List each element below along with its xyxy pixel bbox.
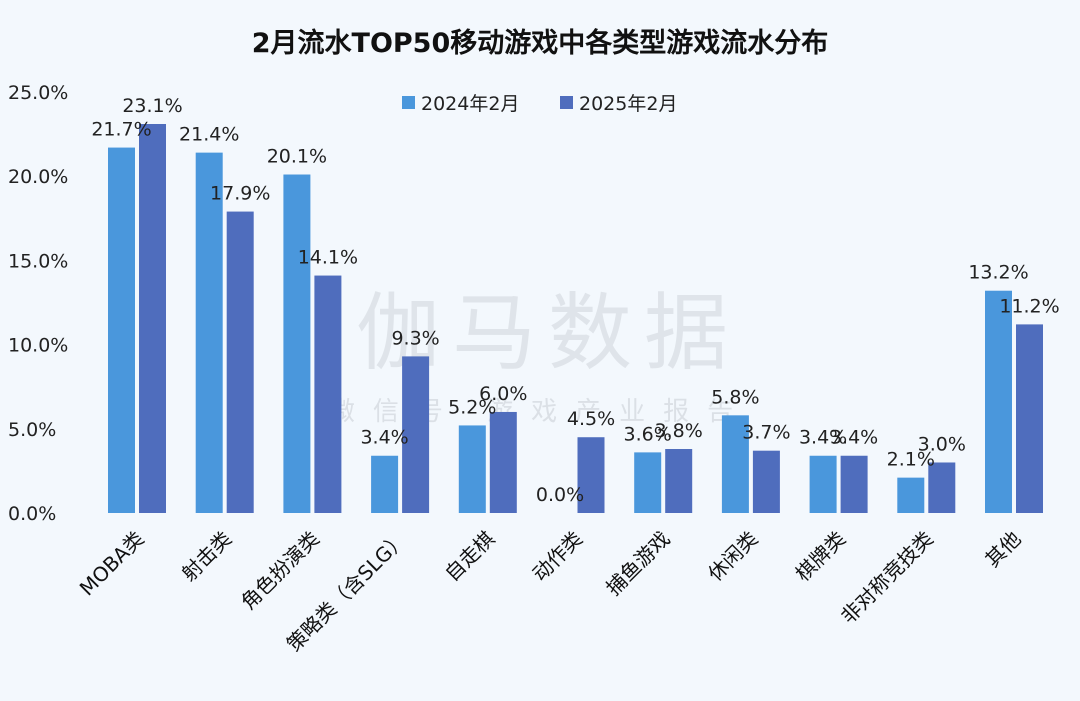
data-label-2025: 4.5% [567,408,615,430]
data-label-2025: 17.9% [210,183,270,205]
y-tick-label: 25.0% [8,82,68,104]
bar-2025 [226,211,254,513]
bars [108,123,1043,514]
legend: 2024年2月 2025年2月 [402,93,677,115]
bar-2025 [1016,324,1043,513]
bar-2024 [634,452,662,513]
watermark: 伽马数据 微信号 游戏产业报告 [329,284,751,427]
x-tick-label: 捕鱼游戏 [601,527,675,601]
bar-2025 [402,356,430,513]
data-label-2025: 6.0% [479,383,527,405]
x-tick-label: 休闲类 [703,527,762,586]
y-tick-label: 0.0% [8,503,56,525]
bar-2025 [577,437,605,513]
data-label-2024: 2.1% [887,449,935,471]
data-label-2025: 14.1% [298,247,358,269]
data-label-2025: 3.0% [918,433,966,455]
data-label-2024: 5.8% [711,386,759,408]
x-tick-label: 自走棋 [440,527,499,586]
y-tick-label: 10.0% [8,335,68,357]
x-tick-label: 动作类 [528,527,587,586]
x-tick-label: 射击类 [177,527,236,586]
bar-2025 [752,450,780,513]
data-label-2025: 3.7% [742,422,790,444]
data-label-2024: 3.6% [624,423,672,445]
data-label-2024: 21.7% [91,119,151,141]
bar-2025 [139,123,166,513]
bar-2025 [314,275,342,513]
x-tick-label: 非对称竞技类 [836,527,938,629]
data-label-2025: 9.3% [391,327,439,349]
data-label-2024: 13.2% [968,262,1028,284]
bar-2024 [458,425,486,513]
legend-label-2025: 2025年2月 [579,93,677,115]
bar-2024 [809,455,837,513]
data-label-2024: 3.4% [360,427,408,449]
bar-2024 [897,477,925,513]
y-tick-label: 5.0% [8,419,56,441]
x-tick-label: 其他 [980,527,1025,572]
bar-2024 [283,174,311,514]
y-tick-label: 15.0% [8,250,68,272]
bar-2025 [840,455,868,513]
bar-2024 [195,152,223,513]
bar-2025 [489,411,517,513]
bar-2025 [928,462,956,513]
x-tick-label: 棋牌类 [791,527,850,586]
data-label-2025: 23.1% [122,95,182,117]
data-label-2024: 3.4% [799,427,847,449]
x-tick-label: MOBA类 [75,527,149,601]
bar-2025 [665,449,693,513]
watermark-sub: 微信号 游戏产业报告 [329,397,751,427]
bar-2024 [721,415,749,513]
data-labels: 21.7%23.1% 21.4% 17.9% 20.1% 14.1% 3.4% 9.3% 5.… [91,95,1059,506]
legend-swatch-2024 [402,96,415,109]
bar-2024 [108,147,135,513]
y-axis: 0.0% 5.0% 10.0% 15.0% 20.0% 25.0% [8,82,68,525]
bar-2024 [371,455,399,513]
data-label-2024: 0.0% [536,484,584,506]
data-label-2025: 3.8% [655,420,703,442]
y-tick-label: 20.0% [8,166,68,188]
data-label-2025: 11.2% [999,295,1059,317]
data-label-2024: 5.2% [448,396,496,418]
data-label-2025: 3.4% [830,427,878,449]
legend-swatch-2025 [560,96,573,109]
legend-label-2024: 2024年2月 [421,93,519,115]
chart-title: 2月流水TOP50移动游戏中各类型游戏流水分布 [252,27,829,59]
bar-2024 [985,290,1012,513]
x-tick-label: 角色扮演类 [236,527,324,615]
data-label-2024: 20.1% [267,146,327,168]
data-label-2024: 21.4% [179,124,239,146]
